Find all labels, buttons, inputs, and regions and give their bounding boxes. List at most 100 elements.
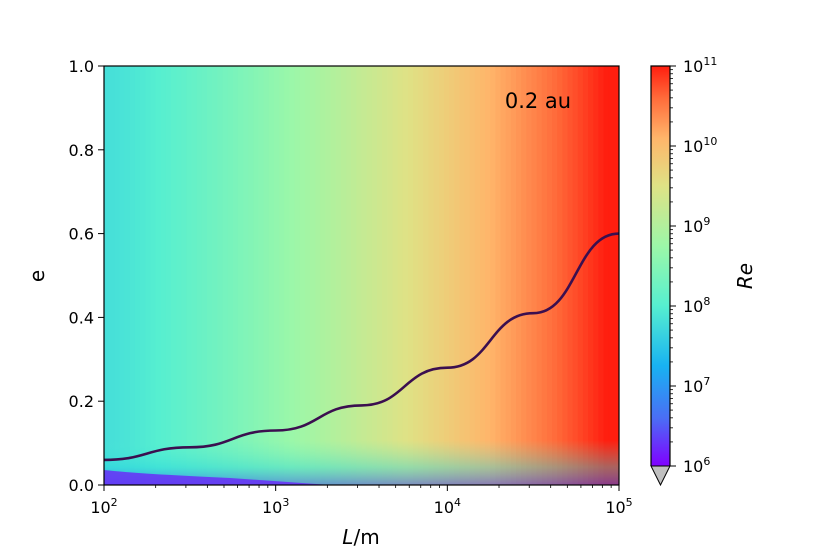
heat-column: [428, 66, 435, 485]
heat-column: [603, 66, 610, 485]
heat-column: [273, 66, 280, 485]
heat-column: [289, 66, 296, 485]
heat-column: [222, 66, 229, 485]
heat-column: [479, 66, 486, 485]
heat-column: [598, 66, 605, 485]
heat-column: [124, 66, 131, 485]
heat-column: [253, 66, 260, 485]
heat-column: [330, 66, 337, 485]
heat-column: [449, 66, 455, 485]
heat-column: [521, 66, 527, 485]
heat-column: [413, 66, 419, 485]
heat-column: [552, 66, 558, 485]
heat-column: [196, 66, 203, 485]
heat-column: [423, 66, 430, 485]
heat-column: [201, 66, 208, 485]
heat-column: [366, 66, 373, 485]
y-tick-label: 0.8: [69, 141, 94, 160]
x-axis-label: L/m: [342, 525, 379, 549]
heat-column: [212, 66, 218, 485]
heat-column: [438, 66, 445, 485]
heat-column: [284, 66, 290, 485]
heat-column: [217, 66, 224, 485]
heat-column: [304, 66, 311, 485]
colorbar-gradient: [651, 66, 670, 466]
heat-column: [402, 66, 409, 485]
heat-column: [191, 66, 198, 485]
heat-column: [371, 66, 378, 485]
heat-column: [134, 66, 141, 485]
heat-column: [114, 66, 121, 485]
heat-column: [567, 66, 574, 485]
heat-column: [469, 66, 476, 485]
heat-column: [608, 66, 615, 485]
colorbar-frame: [650, 65, 671, 466]
heat-column: [145, 66, 151, 485]
heat-column: [181, 66, 187, 485]
heat-column: [237, 66, 244, 485]
heat-column: [160, 66, 167, 485]
heat-column: [392, 66, 399, 485]
heat-column: [140, 66, 146, 485]
y-tick-label: 0.2: [69, 392, 94, 411]
colorbar-tick-label: 107: [683, 375, 710, 396]
heat-column: [505, 66, 512, 485]
heat-column: [464, 66, 471, 485]
heat-column: [459, 66, 466, 485]
heat-column: [176, 66, 182, 485]
y-axis: 0.0 0.2 0.4 0.6 0.8 1.0: [69, 57, 104, 495]
heat-column: [613, 66, 619, 485]
heat-column: [351, 66, 357, 485]
heat-column: [340, 66, 347, 485]
heat-column: [155, 66, 162, 485]
heat-column: [500, 66, 507, 485]
y-tick-label: 0.0: [69, 476, 94, 495]
heat-column: [346, 66, 352, 485]
heat-column: [150, 66, 157, 485]
colorbar-tick-label: 1011: [683, 55, 717, 76]
heat-column: [104, 66, 110, 485]
heat-column: [356, 66, 363, 485]
colorbar-tick-label: 106: [683, 455, 710, 476]
heat-column: [443, 66, 450, 485]
heat-column: [510, 66, 517, 485]
heat-column: [546, 66, 553, 485]
heat-column: [531, 66, 538, 485]
heat-column: [165, 66, 172, 485]
heat-column: [186, 66, 193, 485]
heatmap: [103, 65, 620, 486]
heat-column: [299, 66, 306, 485]
heat-column: [227, 66, 234, 485]
heat-column: [382, 66, 388, 485]
plot-frame: [103, 65, 620, 486]
colorbar-tick-label: 1010: [683, 135, 717, 156]
heat-column: [279, 66, 285, 485]
x-tick-label: 102: [90, 496, 117, 517]
heat-column: [593, 66, 599, 485]
heat-column: [268, 66, 275, 485]
colorbar-tick-label: 108: [683, 295, 710, 316]
heat-column: [109, 66, 115, 485]
heat-column: [310, 66, 316, 485]
y-tick-label: 0.6: [69, 225, 94, 244]
heat-column: [454, 66, 460, 485]
heat-column: [577, 66, 584, 485]
heat-column: [119, 66, 126, 485]
heat-column: [495, 66, 502, 485]
heat-column: [243, 66, 249, 485]
heat-column: [376, 66, 383, 485]
x-axis: 102 103 104 105: [90, 485, 633, 517]
heat-column: [557, 66, 563, 485]
heat-column: [397, 66, 404, 485]
colorbar-tick-label: 109: [683, 215, 710, 236]
colorbar-label: Re: [733, 263, 757, 289]
contour-line: [104, 232, 619, 462]
heat-column: [418, 66, 424, 485]
y-tick-label: 0.4: [69, 308, 94, 327]
heat-column: [248, 66, 254, 485]
heat-column: [320, 66, 327, 485]
heat-column: [516, 66, 522, 485]
heat-column: [335, 66, 342, 485]
heat-column: [582, 66, 589, 485]
heat-column: [258, 66, 265, 485]
